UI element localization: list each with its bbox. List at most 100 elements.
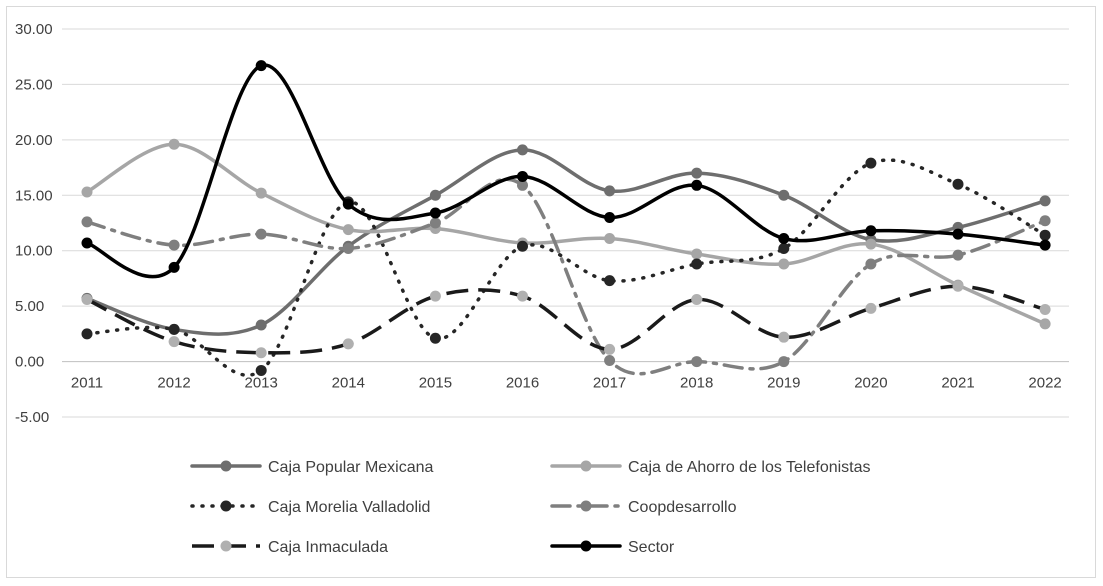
data-point bbox=[168, 239, 180, 251]
series-caja-morelia-valladolid bbox=[81, 157, 1051, 377]
x-tick-label: 2012 bbox=[157, 375, 190, 392]
data-point bbox=[517, 144, 528, 156]
data-point bbox=[255, 187, 267, 199]
data-point bbox=[604, 233, 616, 245]
legend-item-sector: Sector bbox=[550, 539, 675, 556]
x-tick-label: 2021 bbox=[941, 375, 974, 392]
x-tick-label: 2020 bbox=[854, 375, 887, 392]
y-tick-label: 0.00 bbox=[15, 354, 44, 371]
data-point bbox=[604, 354, 616, 366]
data-point bbox=[81, 328, 93, 340]
legend-item-caja-popular-mexicana: Caja Popular Mexicana bbox=[190, 459, 434, 476]
legend-label: Caja de Ahorro de los Telefonistas bbox=[628, 459, 871, 476]
y-tick-label: 25.00 bbox=[15, 76, 53, 93]
data-point bbox=[778, 189, 790, 201]
data-point bbox=[691, 167, 703, 179]
legend-label: Sector bbox=[628, 539, 675, 556]
legend-swatch-marker bbox=[220, 540, 232, 552]
data-point bbox=[429, 207, 441, 219]
y-tick-label: 20.00 bbox=[15, 132, 53, 149]
series-coopdesarrollo bbox=[81, 177, 1051, 376]
y-axis-tick-labels: 30.00 25.00 20.00 15.00 10.00 5.00 0.00 -5.00 bbox=[15, 21, 53, 426]
legend-label: Caja Popular Mexicana bbox=[268, 459, 434, 476]
data-point bbox=[517, 170, 528, 182]
legend-swatch-marker bbox=[580, 540, 592, 552]
data-point bbox=[604, 275, 616, 287]
data-point bbox=[952, 178, 964, 190]
data-point bbox=[517, 240, 528, 252]
legend-swatch-marker bbox=[580, 500, 592, 512]
data-point bbox=[255, 364, 267, 376]
chart-frame: 30.00 25.00 20.00 15.00 10.00 5.00 0.00 -5.00 2… bbox=[6, 6, 1096, 578]
data-point bbox=[604, 211, 616, 223]
data-point bbox=[1039, 303, 1051, 315]
series-sector bbox=[81, 60, 1051, 279]
data-point bbox=[865, 238, 877, 250]
data-point bbox=[81, 216, 93, 228]
y-tick-label: -5.00 bbox=[15, 409, 49, 426]
data-point bbox=[429, 189, 441, 201]
x-tick-label: 2011 bbox=[71, 375, 103, 392]
legend-item-caja-de-ahorro-de-los-telefonistas: Caja de Ahorro de los Telefonistas bbox=[550, 459, 871, 476]
x-tick-label: 2017 bbox=[593, 375, 626, 392]
data-point bbox=[865, 302, 877, 314]
series-caja-inmaculada bbox=[81, 280, 1051, 359]
data-point bbox=[604, 185, 616, 197]
data-point bbox=[1039, 195, 1051, 207]
series-line bbox=[85, 177, 1047, 376]
data-point bbox=[778, 258, 790, 270]
data-point bbox=[81, 186, 93, 198]
data-point bbox=[168, 261, 180, 273]
y-tick-label: 15.00 bbox=[15, 187, 53, 204]
line-chart: 30.00 25.00 20.00 15.00 10.00 5.00 0.00 -5.00 2… bbox=[15, 21, 1069, 556]
x-tick-label: 2022 bbox=[1028, 375, 1061, 392]
data-point bbox=[1039, 318, 1051, 330]
x-tick-label: 2018 bbox=[680, 375, 713, 392]
legend-swatch-marker bbox=[580, 460, 592, 472]
data-point bbox=[1039, 229, 1051, 241]
legend-label: Coopdesarrollo bbox=[628, 499, 737, 516]
data-point bbox=[691, 293, 703, 305]
legend-swatch-marker bbox=[220, 500, 232, 512]
data-point bbox=[168, 323, 180, 335]
x-tick-label: 2014 bbox=[332, 375, 365, 392]
data-point bbox=[1039, 239, 1051, 251]
legend-swatch-marker bbox=[220, 460, 232, 472]
data-point bbox=[255, 319, 267, 331]
data-point bbox=[865, 157, 877, 169]
data-point bbox=[778, 242, 790, 254]
data-point bbox=[865, 258, 877, 270]
data-point bbox=[604, 343, 616, 355]
data-point bbox=[778, 331, 790, 343]
data-point bbox=[255, 228, 267, 240]
data-point bbox=[517, 179, 528, 191]
data-point bbox=[952, 280, 964, 292]
x-axis-tick-labels: 2011 2012 2013 2014 2015 2016 2017 2018 2019 2020… bbox=[71, 375, 1062, 392]
series-lines bbox=[81, 60, 1051, 377]
data-point bbox=[1039, 215, 1051, 227]
data-point bbox=[168, 138, 180, 150]
data-point bbox=[81, 293, 93, 305]
series-line bbox=[86, 284, 1046, 355]
y-tick-label: 10.00 bbox=[15, 243, 53, 260]
data-point bbox=[691, 179, 703, 191]
x-tick-label: 2015 bbox=[419, 375, 452, 392]
gridlines bbox=[62, 28, 1069, 418]
data-point bbox=[342, 242, 354, 254]
data-point bbox=[255, 60, 267, 72]
legend-label: Caja Inmaculada bbox=[268, 539, 388, 556]
data-point bbox=[81, 237, 93, 249]
legend-label: Caja Morelia Valladolid bbox=[268, 499, 430, 516]
data-point bbox=[168, 336, 180, 348]
data-point bbox=[691, 248, 703, 260]
x-tick-label: 2019 bbox=[767, 375, 800, 392]
data-point bbox=[778, 356, 790, 368]
data-point bbox=[342, 338, 354, 350]
series-line bbox=[85, 142, 1047, 326]
data-point bbox=[865, 225, 877, 237]
data-point bbox=[255, 347, 267, 359]
y-tick-label: 5.00 bbox=[15, 298, 44, 315]
series-line bbox=[85, 63, 1047, 279]
data-point bbox=[778, 233, 790, 245]
y-tick-label: 30.00 bbox=[15, 21, 53, 38]
